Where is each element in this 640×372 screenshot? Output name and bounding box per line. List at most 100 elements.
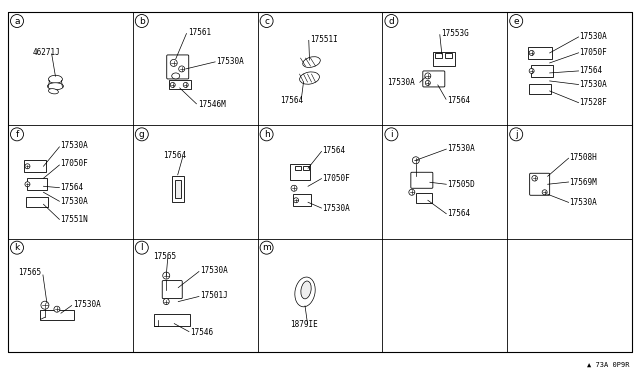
Bar xyxy=(24,160,47,172)
Bar xyxy=(527,47,552,59)
Text: 17553G: 17553G xyxy=(441,29,469,38)
Bar xyxy=(40,310,74,320)
Ellipse shape xyxy=(49,89,58,94)
Circle shape xyxy=(425,73,431,79)
Bar xyxy=(172,176,184,202)
Text: 17508H: 17508H xyxy=(570,153,597,161)
Text: 17530A: 17530A xyxy=(200,266,228,275)
Bar xyxy=(433,52,455,66)
FancyBboxPatch shape xyxy=(530,173,550,195)
Bar xyxy=(293,194,311,206)
FancyBboxPatch shape xyxy=(163,280,182,299)
Text: 17530A: 17530A xyxy=(73,300,100,309)
Text: i: i xyxy=(390,130,393,139)
Text: 17050F: 17050F xyxy=(580,48,607,57)
Ellipse shape xyxy=(47,83,63,90)
Text: 17564: 17564 xyxy=(323,146,346,155)
Text: 17530A: 17530A xyxy=(323,203,350,212)
Bar xyxy=(416,193,432,203)
Bar xyxy=(175,180,180,198)
Circle shape xyxy=(170,83,175,87)
Circle shape xyxy=(54,306,60,312)
Bar xyxy=(529,84,550,94)
Text: c: c xyxy=(264,16,269,26)
Bar xyxy=(435,54,442,58)
Text: 1879IE: 1879IE xyxy=(290,320,318,329)
Circle shape xyxy=(294,198,298,203)
Text: 17565: 17565 xyxy=(153,252,176,261)
Circle shape xyxy=(409,189,415,195)
Bar xyxy=(445,54,452,58)
Ellipse shape xyxy=(300,72,319,84)
Text: 17530A: 17530A xyxy=(570,198,597,207)
Text: 17561: 17561 xyxy=(188,28,211,37)
Bar xyxy=(26,197,49,207)
FancyBboxPatch shape xyxy=(167,55,189,79)
Bar xyxy=(28,178,47,190)
Text: 17564: 17564 xyxy=(163,151,186,160)
Ellipse shape xyxy=(295,277,316,307)
Text: h: h xyxy=(264,130,269,139)
Bar xyxy=(154,314,190,326)
Text: 17530A: 17530A xyxy=(580,32,607,41)
Bar xyxy=(531,65,553,77)
Text: 17564: 17564 xyxy=(60,183,84,192)
Circle shape xyxy=(25,164,30,169)
Text: 17530A: 17530A xyxy=(216,57,244,66)
Text: 17546: 17546 xyxy=(190,328,213,337)
Text: j: j xyxy=(515,130,518,139)
Bar xyxy=(295,166,301,170)
Text: 17564: 17564 xyxy=(447,209,470,218)
Text: d: d xyxy=(388,16,394,26)
FancyBboxPatch shape xyxy=(423,71,445,87)
Text: 17569M: 17569M xyxy=(570,177,597,186)
Text: 17565: 17565 xyxy=(18,268,41,277)
Text: 17564: 17564 xyxy=(580,67,603,76)
Text: k: k xyxy=(14,243,20,252)
Circle shape xyxy=(179,66,185,72)
Circle shape xyxy=(291,185,297,191)
Text: m: m xyxy=(262,243,271,252)
Ellipse shape xyxy=(172,73,180,79)
Circle shape xyxy=(426,80,430,86)
Text: 17564: 17564 xyxy=(280,96,303,105)
Text: 17528F: 17528F xyxy=(580,98,607,107)
Text: 17501J: 17501J xyxy=(200,291,228,300)
Ellipse shape xyxy=(49,75,63,83)
Circle shape xyxy=(25,182,30,187)
Ellipse shape xyxy=(301,281,311,299)
Text: 17530A: 17530A xyxy=(60,141,88,150)
Text: a: a xyxy=(14,16,20,26)
FancyBboxPatch shape xyxy=(411,172,433,188)
Bar xyxy=(303,166,309,170)
Text: 17050F: 17050F xyxy=(323,174,350,183)
Circle shape xyxy=(529,68,534,73)
Text: 17551I: 17551I xyxy=(310,35,338,44)
Text: 17530A: 17530A xyxy=(387,78,415,87)
Text: 17551N: 17551N xyxy=(60,215,88,224)
Text: 17505D: 17505D xyxy=(447,180,475,189)
Text: 46271J: 46271J xyxy=(33,48,61,57)
Text: 17530A: 17530A xyxy=(60,197,88,206)
Circle shape xyxy=(412,157,419,164)
Text: 17546M: 17546M xyxy=(198,100,225,109)
Text: 17530A: 17530A xyxy=(447,144,475,153)
Circle shape xyxy=(542,190,547,195)
Text: ▲ 73A 0P9R: ▲ 73A 0P9R xyxy=(588,362,630,368)
Text: 17050F: 17050F xyxy=(60,159,88,169)
Circle shape xyxy=(163,272,170,279)
Text: b: b xyxy=(139,16,145,26)
Circle shape xyxy=(529,51,534,55)
Circle shape xyxy=(41,301,49,309)
Circle shape xyxy=(163,299,169,305)
Text: 17564: 17564 xyxy=(447,96,470,105)
Ellipse shape xyxy=(303,57,320,67)
Circle shape xyxy=(170,60,177,67)
Circle shape xyxy=(532,176,538,181)
Text: 17530A: 17530A xyxy=(580,80,607,89)
Text: f: f xyxy=(15,130,19,139)
Text: e: e xyxy=(513,16,519,26)
Text: g: g xyxy=(139,130,145,139)
Bar xyxy=(169,80,191,89)
Text: l: l xyxy=(141,243,143,252)
